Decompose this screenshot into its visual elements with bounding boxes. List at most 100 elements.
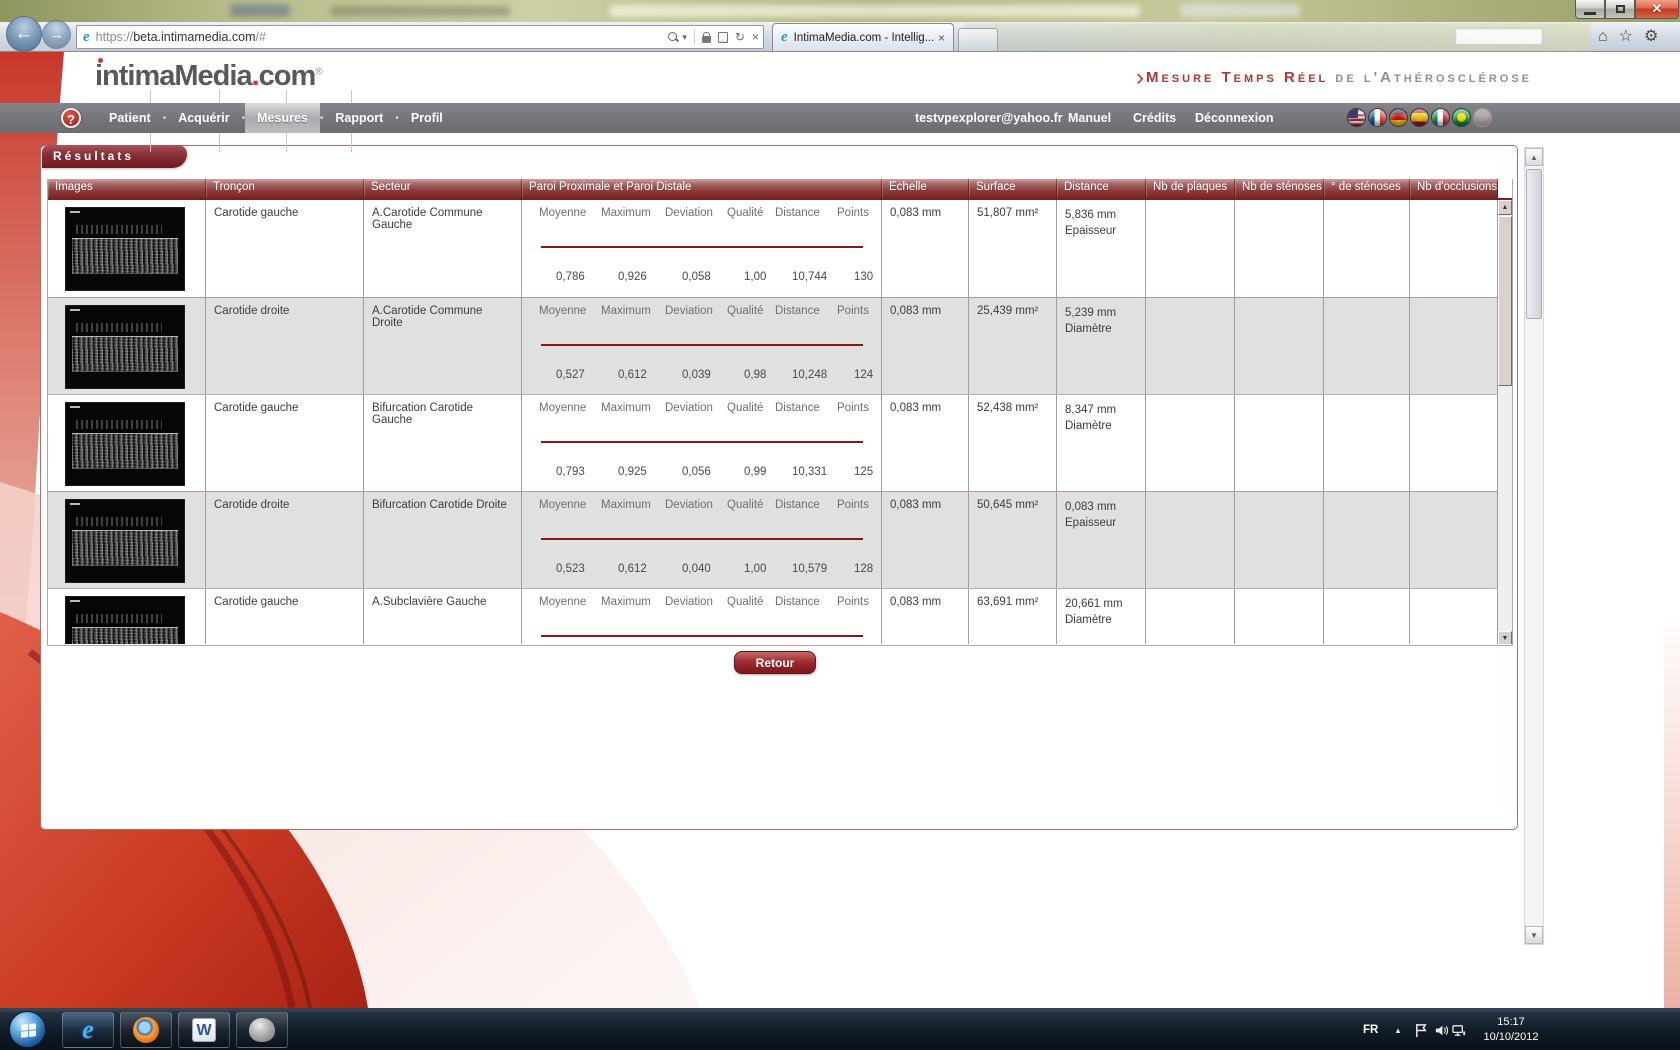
sub-col-header: Maximum xyxy=(601,596,651,608)
inner-scroll-thumb[interactable] xyxy=(1498,216,1512,386)
distance-measure: 5,836 mm xyxy=(1065,209,1117,221)
ultrasound-thumbnail[interactable] xyxy=(65,402,185,486)
inner-scroll-up-icon[interactable]: ▲ xyxy=(1498,200,1512,215)
page-scrollbar[interactable]: ▲ ▼ xyxy=(1524,147,1544,945)
window-close-button[interactable]: ✕ xyxy=(1635,0,1679,19)
volume-speaker-icon[interactable] xyxy=(1434,1023,1449,1038)
nav-link-crdits[interactable]: Crédits xyxy=(1133,111,1177,125)
nav-link-manuel[interactable]: Manuel xyxy=(1068,111,1112,125)
ultrasound-thumbnail[interactable] xyxy=(65,499,185,583)
stop-icon[interactable]: × xyxy=(751,30,759,44)
flag-fr-icon[interactable] xyxy=(1368,108,1387,127)
paroi-cell: Moyenne Maximum Deviation Qualité Distan… xyxy=(522,589,882,644)
distance-value: 10,579 xyxy=(792,563,828,575)
nb-plaques-cell xyxy=(1146,492,1235,588)
tools-gear-icon[interactable]: ⚙ xyxy=(1644,28,1659,45)
language-indicator[interactable]: FR xyxy=(1363,1024,1379,1036)
distance-measure: 8,347 mm xyxy=(1065,404,1117,416)
moyenne-value: 0,523 xyxy=(556,563,585,575)
page-scroll-up-icon[interactable]: ▲ xyxy=(1525,148,1543,166)
flag-it-icon[interactable] xyxy=(1431,108,1450,127)
paroi-divider-line xyxy=(541,538,863,540)
secteur-cell: A.Carotide Commune Droite xyxy=(364,298,522,394)
flag-us-icon[interactable] xyxy=(1347,108,1366,127)
window-restore-button[interactable] xyxy=(1605,0,1635,19)
distance-type: Diamètre xyxy=(1065,323,1112,335)
secteur-cell: A.Subclavière Gauche xyxy=(364,589,522,644)
action-center-flag-icon[interactable] xyxy=(1414,1023,1429,1038)
table-row[interactable]: Carotide gauche Bifurcation Carotide Gau… xyxy=(48,394,1498,491)
table-row[interactable]: Carotide gauche A.Subclavière Gauche Moy… xyxy=(48,588,1498,644)
search-dropdown-icon[interactable]: ▾ xyxy=(682,31,687,42)
search-icon[interactable] xyxy=(668,32,678,42)
flag-es-icon[interactable] xyxy=(1410,108,1429,127)
nav-item-acqurir[interactable]: Acquérir xyxy=(178,111,230,125)
sub-col-header: Maximum xyxy=(601,305,651,317)
taskbar-ie-button[interactable]: e xyxy=(62,1012,114,1048)
browser-back-button[interactable]: ← xyxy=(6,16,42,52)
taskbar-gimp-button[interactable] xyxy=(236,1012,288,1048)
nav-item-patient[interactable]: Patient xyxy=(109,111,151,125)
site-logo[interactable]: intimaMedia.com® xyxy=(95,58,323,92)
favorites-star-icon[interactable]: ☆ xyxy=(1618,28,1634,45)
browser-forward-button[interactable]: → xyxy=(42,20,71,49)
main-navigation: ? Patient • Acquérir • Mesures • Rapport • Profi… xyxy=(0,103,1680,133)
browser-tab[interactable]: e IntimaMedia.com - Intellig... × xyxy=(772,23,954,51)
refresh-icon[interactable]: ↻ xyxy=(734,30,745,44)
surface-cell: 52,438 mm² xyxy=(969,395,1057,491)
nav-item-profil[interactable]: Profil xyxy=(410,111,443,125)
qualite-value: 1,00 xyxy=(744,563,767,575)
nav-item-rapport[interactable]: Rapport xyxy=(335,111,384,125)
qualite-value: 0,99 xyxy=(744,466,767,478)
sub-col-header: Moyenne xyxy=(539,402,587,414)
help-icon[interactable]: ? xyxy=(61,108,81,128)
deviation-value: 0,039 xyxy=(682,369,711,381)
paroi-subheaders: Moyenne Maximum Deviation Qualité Distan… xyxy=(539,402,881,414)
nav-link-dconnexion[interactable]: Déconnexion xyxy=(1195,111,1274,125)
start-button[interactable] xyxy=(9,1011,46,1048)
paroi-subheaders: Moyenne Maximum Deviation Qualité Distan… xyxy=(539,305,881,317)
nb-stenoses-cell xyxy=(1235,492,1324,588)
page-scroll-thumb[interactable] xyxy=(1526,169,1542,319)
sub-col-header: Qualité xyxy=(727,305,764,317)
url-bar[interactable]: e https://beta.intimamedia.com/# ▾ ↻ × xyxy=(76,25,764,49)
inner-scrollbar[interactable]: ▲ ▼ xyxy=(1498,200,1512,644)
deviation-value: 0,058 xyxy=(682,271,711,283)
column-header: Surface xyxy=(969,179,1057,198)
sub-col-header: Qualité xyxy=(727,499,764,511)
taskbar-clock[interactable]: 15:17 10/10/2012 xyxy=(1466,1015,1556,1045)
nb-occlusions-cell xyxy=(1410,492,1498,588)
new-tab-button[interactable] xyxy=(958,28,998,51)
surface-cell: 50,645 mm² xyxy=(969,492,1057,588)
table-row[interactable]: Carotide droite A.Carotide Commune Droit… xyxy=(48,297,1498,394)
home-icon[interactable]: ⌂ xyxy=(1598,28,1608,45)
ultrasound-thumbnail[interactable] xyxy=(65,596,185,644)
window-controls: ✕ xyxy=(1575,0,1679,19)
background-searchbox-blur xyxy=(1455,28,1543,45)
table-row[interactable]: Carotide gauche A.Carotide Commune Gauch… xyxy=(48,200,1498,297)
retour-button[interactable]: Retour xyxy=(734,651,816,674)
network-icon[interactable] xyxy=(1452,1023,1467,1038)
nav-item-mesures[interactable]: Mesures xyxy=(245,103,320,133)
page-scroll-down-icon[interactable]: ▼ xyxy=(1525,926,1543,944)
ultrasound-thumbnail[interactable] xyxy=(65,305,185,389)
flag-de-icon[interactable] xyxy=(1389,108,1408,127)
flag-br-icon[interactable] xyxy=(1452,108,1471,127)
ssl-lock-icon[interactable] xyxy=(701,31,711,43)
distance-value: 10,248 xyxy=(792,369,828,381)
show-hidden-icons[interactable]: ▲ xyxy=(1394,1025,1402,1035)
ultrasound-thumbnail[interactable] xyxy=(65,207,185,291)
pct-stenoses-cell xyxy=(1324,200,1410,297)
secteur-cell: Bifurcation Carotide Gauche xyxy=(364,395,522,491)
maximum-value: 0,925 xyxy=(618,466,647,478)
url-text[interactable]: https://beta.intimamedia.com/# xyxy=(95,30,266,44)
taskbar-firefox-button[interactable] xyxy=(120,1012,172,1048)
window-minimize-button[interactable] xyxy=(1575,0,1605,19)
distance-type: Epaisseur xyxy=(1065,225,1117,237)
background-window-blur xyxy=(1180,4,1300,17)
inner-scroll-down-icon[interactable]: ▼ xyxy=(1498,631,1512,644)
taskbar-word-button[interactable]: W xyxy=(178,1012,230,1048)
compatibility-view-icon[interactable] xyxy=(717,31,728,43)
tab-close-icon[interactable]: × xyxy=(937,30,945,45)
table-row[interactable]: Carotide droite Bifurcation Carotide Dro… xyxy=(48,491,1498,588)
